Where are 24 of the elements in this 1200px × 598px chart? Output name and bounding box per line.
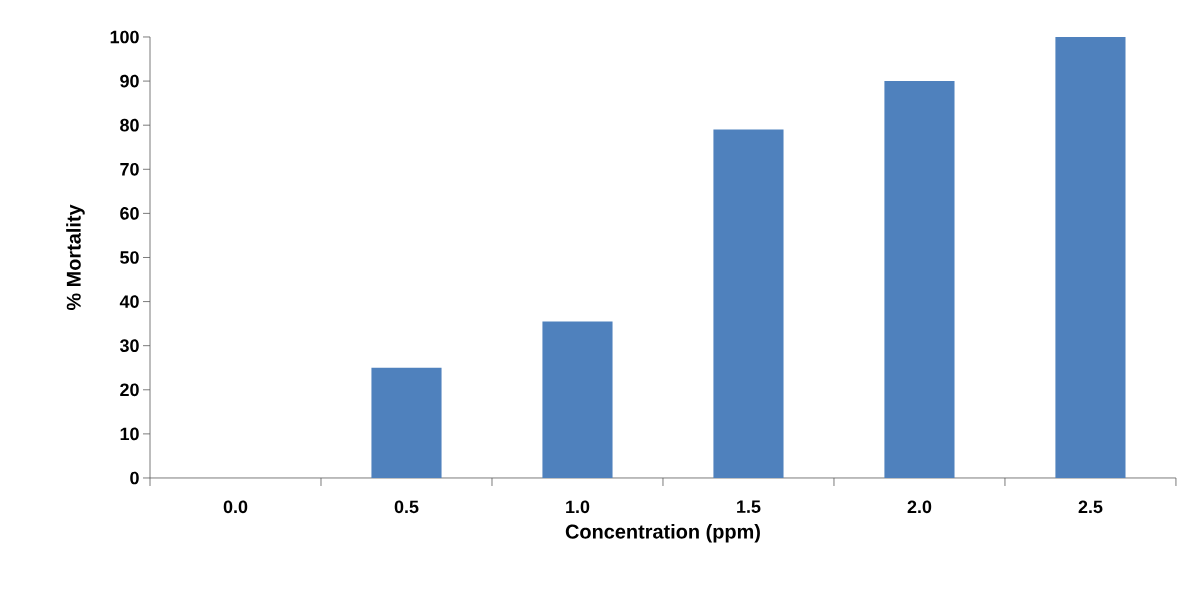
y-tick-label: 20 (120, 383, 139, 397)
x-tick-label: 0.0 (223, 500, 248, 514)
x-tick-label: 2.0 (907, 500, 932, 514)
y-axis-title: % Mortality (66, 204, 85, 311)
x-tick-label: 1.5 (737, 500, 761, 514)
bar (371, 367, 442, 478)
bar (713, 129, 784, 478)
y-tick-label: 100 (110, 30, 139, 44)
bar (542, 321, 613, 478)
y-tick-label: 90 (120, 74, 139, 88)
y-tick-label: 60 (120, 207, 139, 220)
y-tick-label: 0 (130, 471, 139, 485)
bar (1055, 36, 1126, 478)
y-tick-label: 10 (120, 427, 139, 441)
x-tick-label: 0.5 (394, 500, 419, 514)
x-axis-title: Concentration (ppm) (565, 524, 760, 543)
x-tick-label: 1.0 (566, 500, 590, 514)
y-tick-label: 80 (120, 118, 139, 132)
y-tick-label: 30 (119, 339, 139, 353)
bar (884, 81, 955, 478)
x-tick-label: 2.5 (1078, 500, 1103, 514)
y-tick-label: 50 (120, 251, 139, 264)
y-tick-label: 70 (120, 162, 139, 176)
y-tick-label: 40 (119, 295, 139, 308)
